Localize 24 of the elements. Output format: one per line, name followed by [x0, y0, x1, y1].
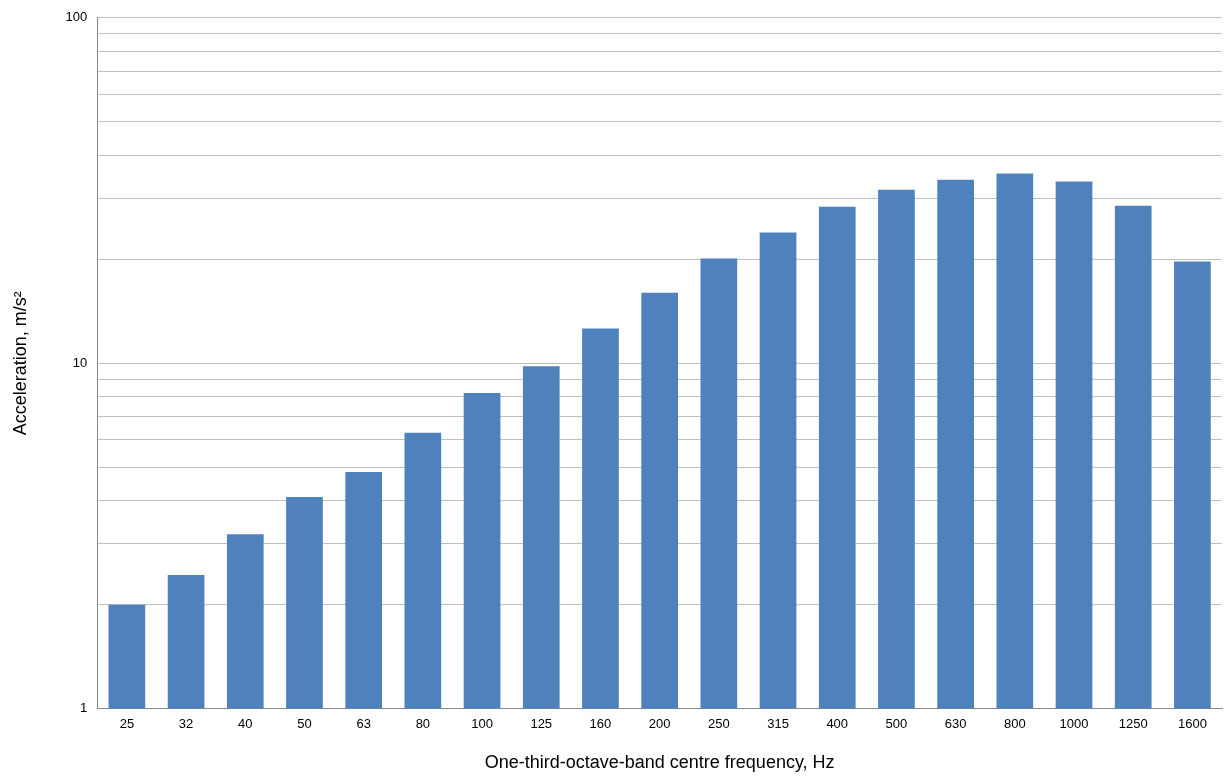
x-tick-label: 1600 — [1177, 716, 1207, 732]
x-tick-label: 250 — [707, 716, 730, 732]
x-tick-label: 50 — [297, 716, 312, 732]
x-tick-label: 40 — [238, 716, 253, 732]
x-axis-title: One-third-octave-band centre frequency, Hz — [484, 752, 835, 773]
x-tick-label: 500 — [885, 716, 908, 732]
y-tick-label: 1 — [80, 700, 88, 716]
x-tick-label: 32 — [178, 716, 194, 732]
x-tick-label: 63 — [356, 716, 371, 732]
x-tick-label: 1250 — [1118, 716, 1148, 732]
x-tick-label: 100 — [471, 716, 493, 732]
x-tick-label: 160 — [589, 716, 612, 732]
x-tick-label: 1000 — [1059, 716, 1089, 732]
x-tick-label: 25 — [119, 716, 135, 732]
x-tick-label: 200 — [648, 716, 671, 732]
x-tick-label: 125 — [530, 716, 553, 732]
y-tick-label: 100 — [65, 9, 88, 25]
x-tick-label: 315 — [767, 716, 789, 732]
y-axis-title: Acceleration, m/s² — [9, 291, 30, 436]
y-tick-label: 10 — [72, 354, 88, 370]
x-tick-label: 80 — [415, 716, 431, 732]
x-tick-label: 800 — [1003, 716, 1026, 732]
x-tick-label: 630 — [944, 716, 967, 732]
x-tick-label: 400 — [826, 716, 849, 732]
